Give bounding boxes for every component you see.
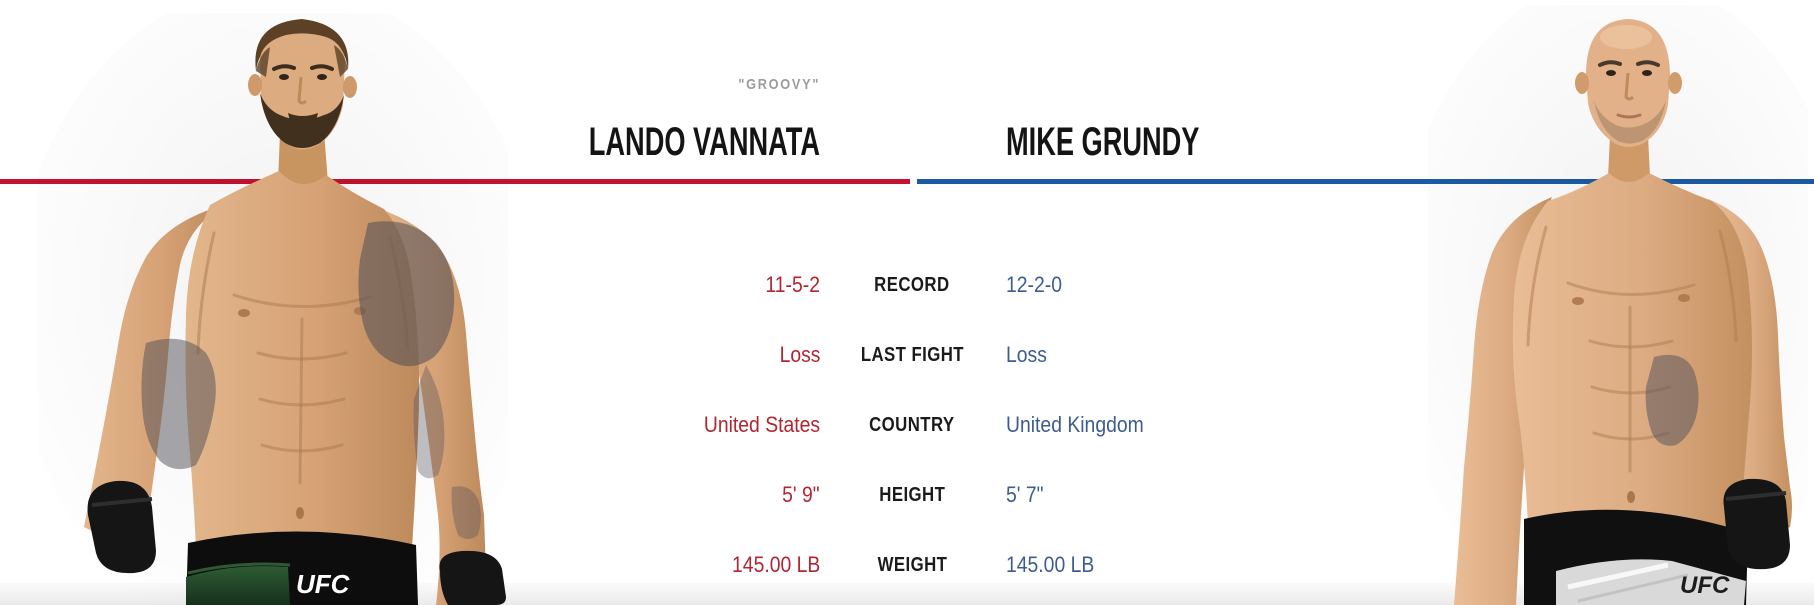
stat-row-record: 11-5-2 RECORD 12-2-0 bbox=[0, 250, 1814, 320]
red-country-value: United States bbox=[703, 412, 820, 437]
blue-record-value: 12-2-0 bbox=[1006, 272, 1062, 297]
stat-row-height: 5' 9" HEIGHT 5' 7" bbox=[0, 460, 1814, 530]
country-label: COUNTRY bbox=[869, 414, 955, 436]
height-label: HEIGHT bbox=[879, 484, 945, 506]
stat-row-weight: 145.00 LB WEIGHT 145.00 LB bbox=[0, 530, 1814, 600]
red-fighter-nickname: "GROOVY" bbox=[738, 76, 820, 93]
fighter-head bbox=[248, 19, 357, 150]
weight-label: WEIGHT bbox=[877, 554, 947, 576]
record-label: RECORD bbox=[874, 274, 950, 296]
fighter-shorts: UFC bbox=[186, 531, 418, 605]
red-weight-value: 145.00 LB bbox=[731, 552, 820, 577]
blue-corner-line bbox=[917, 179, 1814, 184]
fighter-gloves bbox=[1723, 478, 1790, 570]
red-record-value: 11-5-2 bbox=[765, 272, 820, 297]
fighter-body bbox=[1454, 135, 1792, 605]
red-fighter-photo: UFC bbox=[38, 13, 508, 605]
stat-row-last-fight: Loss LAST FIGHT Loss bbox=[0, 320, 1814, 390]
fighter-head bbox=[1575, 19, 1682, 147]
red-height-value: 5' 9" bbox=[782, 482, 820, 507]
blue-weight-value: 145.00 LB bbox=[1006, 552, 1095, 577]
red-fighter-name: LANDO VANNATA bbox=[588, 120, 820, 164]
blue-country-value: United Kingdom bbox=[1006, 412, 1144, 437]
fighter-tattoos bbox=[1645, 354, 1699, 446]
blue-fighter-photo: UFC bbox=[1428, 5, 1808, 605]
ufc-shorts-logo: UFC bbox=[1680, 572, 1730, 599]
fighter-gloves bbox=[87, 480, 506, 605]
fighter-shorts: UFC bbox=[1524, 509, 1748, 605]
blue-fighter-name: MIKE GRUNDY bbox=[1006, 120, 1200, 164]
blue-height-value: 5' 7" bbox=[1006, 482, 1044, 507]
tale-of-the-tape: 11-5-2 RECORD 12-2-0 Loss LAST FIGHT Los… bbox=[0, 250, 1814, 600]
last-fight-label: LAST FIGHT bbox=[860, 344, 964, 366]
red-last-fight-value: Loss bbox=[779, 342, 820, 367]
fighter-tattoos bbox=[141, 221, 481, 539]
ufc-shorts-logo: UFC bbox=[296, 569, 351, 599]
blue-last-fight-value: Loss bbox=[1006, 342, 1047, 367]
stat-row-country: United States COUNTRY United Kingdom bbox=[0, 390, 1814, 460]
